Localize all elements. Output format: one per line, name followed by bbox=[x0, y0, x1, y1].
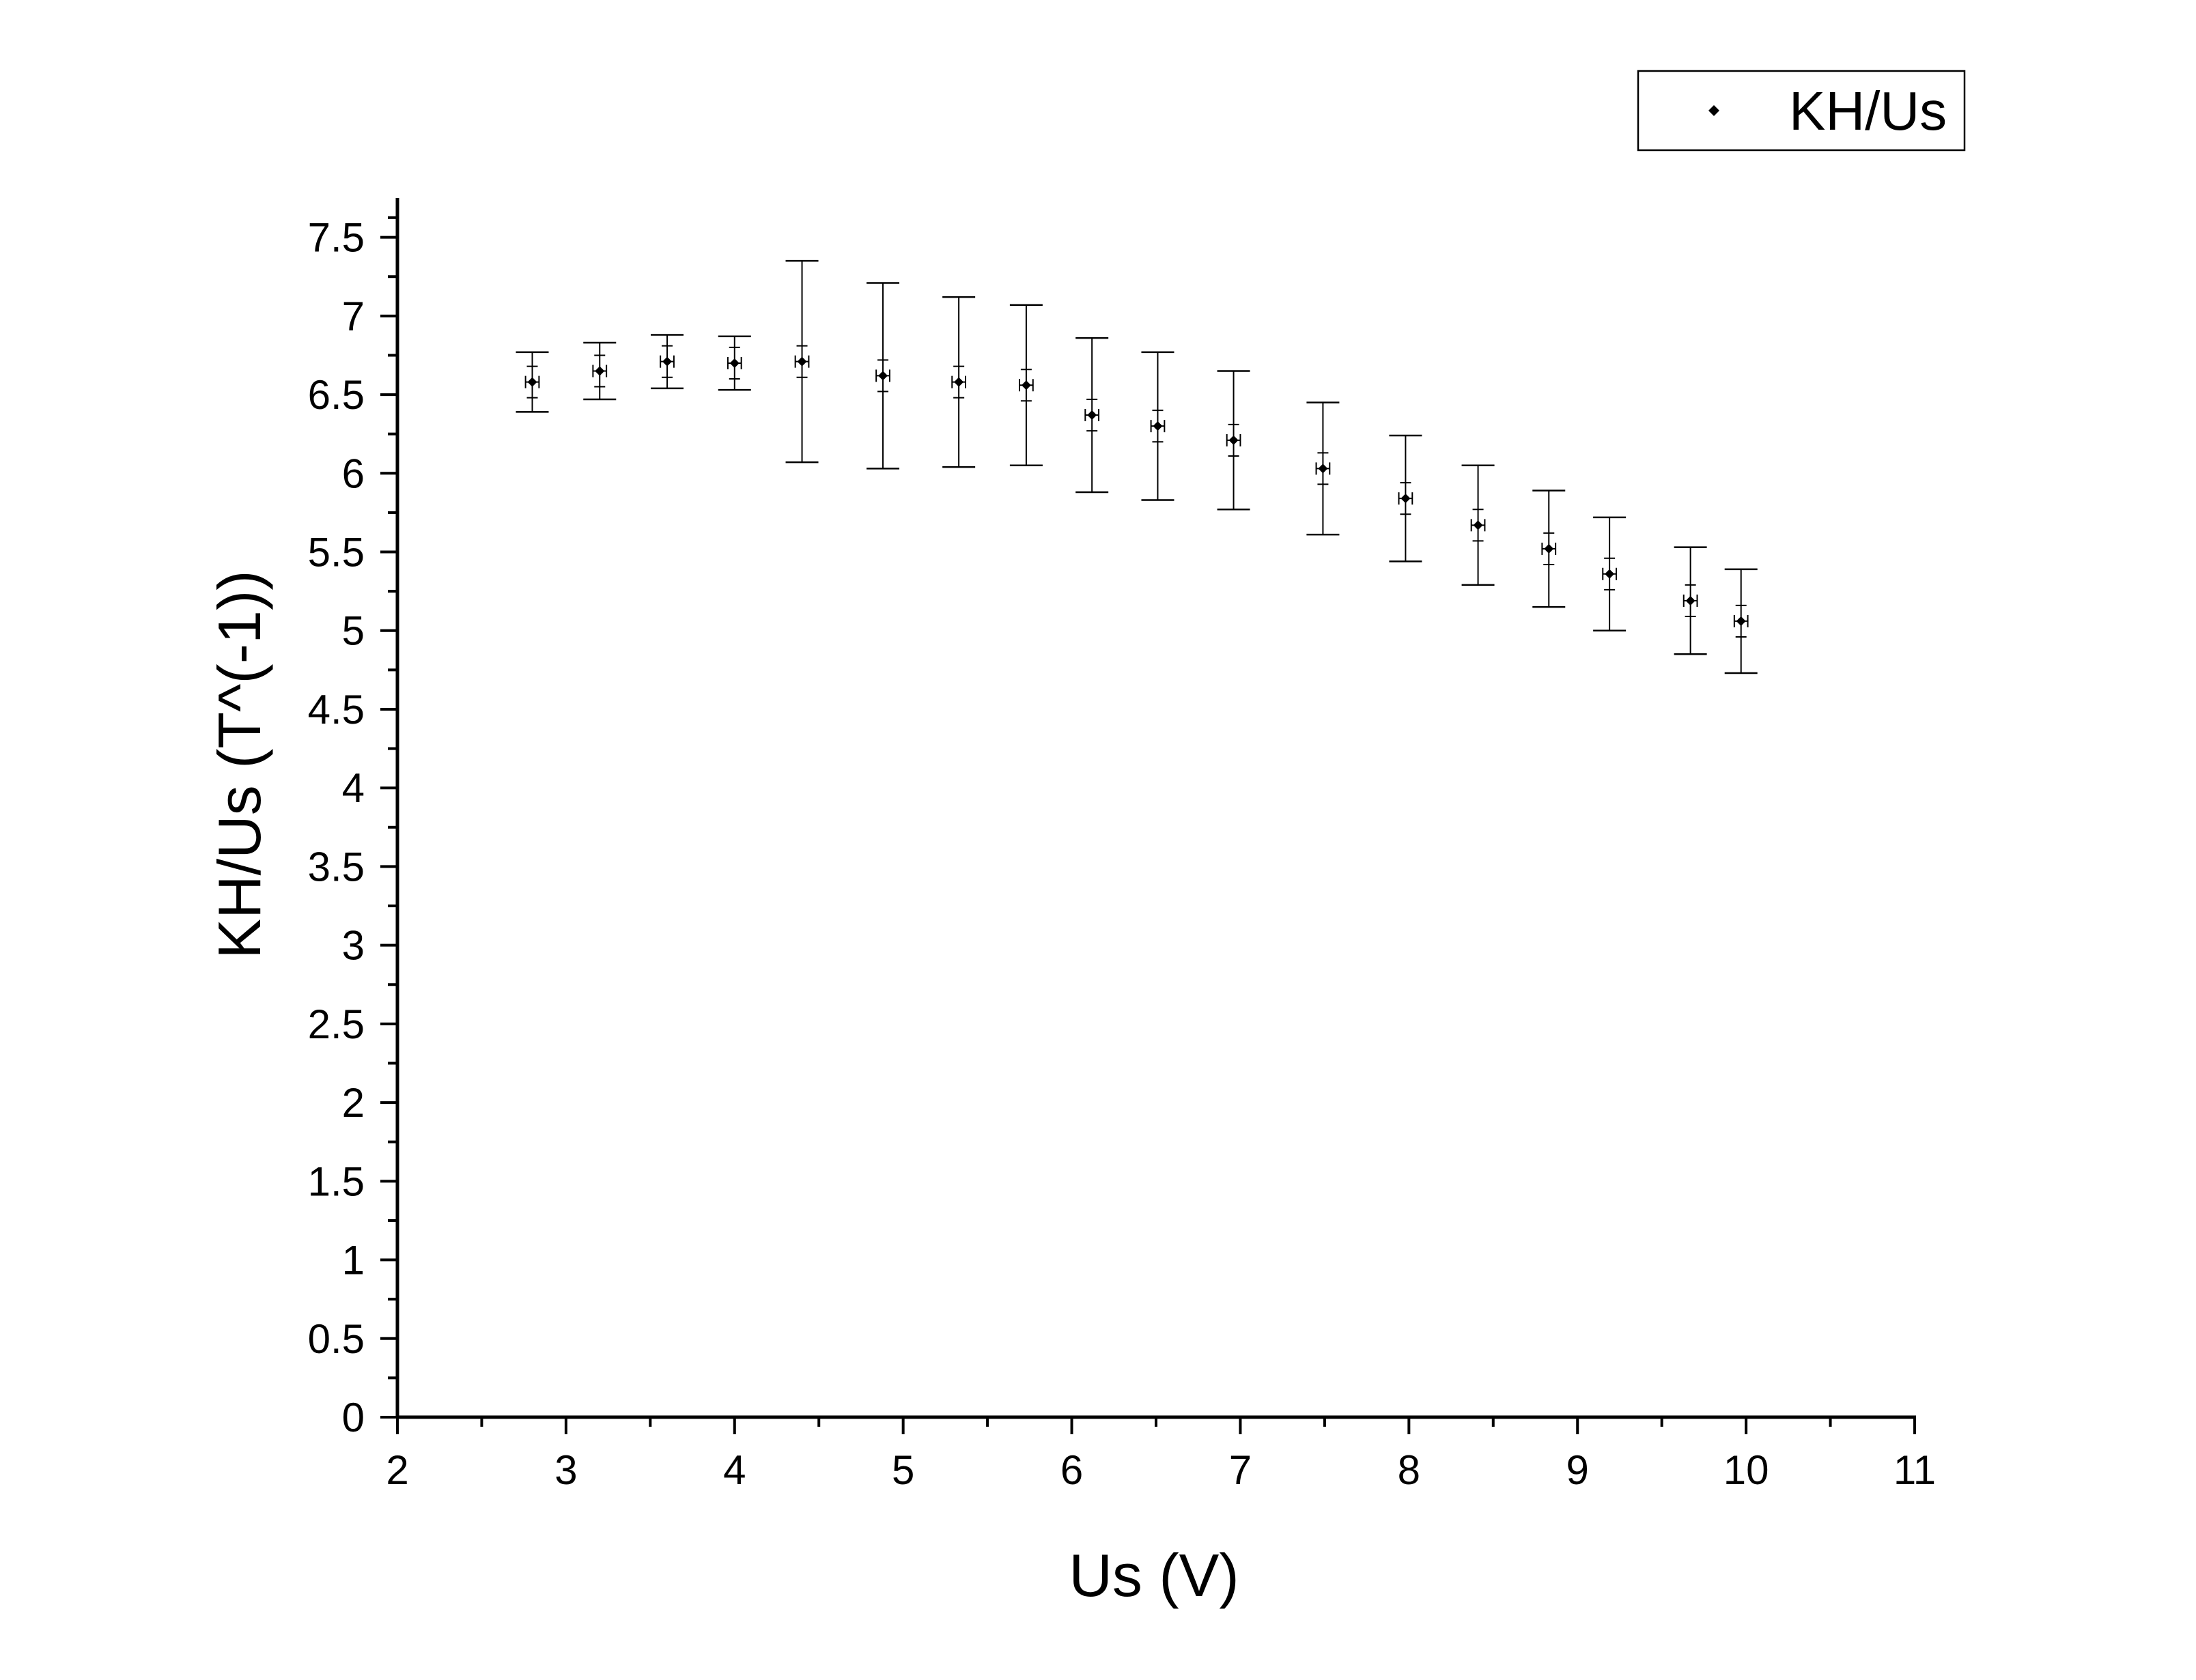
data-point-marker bbox=[1153, 421, 1163, 431]
legend: KH/Us bbox=[1637, 70, 1966, 152]
y-tick-label: 2 bbox=[342, 1080, 365, 1126]
x-tick-label: 3 bbox=[554, 1447, 577, 1493]
x-tick-label: 11 bbox=[1894, 1447, 1936, 1493]
data-point-group bbox=[1009, 304, 1043, 467]
y-tick-label: 1.5 bbox=[308, 1158, 365, 1204]
x-tick-label: 6 bbox=[1060, 1447, 1083, 1493]
data-point-marker bbox=[954, 377, 964, 387]
data-point-marker bbox=[1400, 494, 1411, 504]
y-tick-label: 5.5 bbox=[308, 530, 365, 575]
legend-label-kh-us: KH/Us bbox=[1789, 81, 1947, 141]
data-point-marker bbox=[878, 371, 888, 381]
data-point-group bbox=[718, 335, 751, 391]
x-tick-label: 7 bbox=[1229, 1447, 1252, 1493]
data-point-marker bbox=[1473, 520, 1483, 530]
data-point-group bbox=[1724, 568, 1758, 674]
plot-marks bbox=[516, 259, 1758, 674]
y-tick-label: 0 bbox=[342, 1395, 365, 1440]
data-point-group bbox=[651, 334, 684, 390]
data-point-marker bbox=[1318, 464, 1328, 474]
data-point-marker bbox=[662, 356, 673, 367]
y-tick-label: 2.5 bbox=[308, 1001, 365, 1047]
y-tick-label: 7.5 bbox=[308, 215, 365, 261]
x-tick-label: 8 bbox=[1398, 1447, 1420, 1493]
x-tick-label: 2 bbox=[386, 1447, 408, 1493]
data-point-group bbox=[785, 259, 819, 464]
data-point-marker bbox=[729, 358, 740, 368]
y-tick-label: 3 bbox=[342, 923, 365, 969]
data-point-group bbox=[1389, 434, 1422, 563]
data-point-group bbox=[1461, 464, 1495, 586]
y-tick-label: 4.5 bbox=[308, 687, 365, 732]
legend-marker-icon bbox=[1708, 105, 1719, 116]
y-tick-label: 4 bbox=[342, 765, 365, 811]
data-point-marker bbox=[1544, 543, 1554, 554]
data-point-group bbox=[1674, 546, 1707, 655]
y-tick-label: 0.5 bbox=[308, 1316, 365, 1362]
data-point-marker bbox=[527, 377, 537, 387]
y-tick-label: 7 bbox=[342, 294, 365, 339]
y-tick-label: 3.5 bbox=[308, 844, 365, 889]
x-tick-label: 5 bbox=[892, 1447, 914, 1493]
data-point-marker bbox=[797, 356, 807, 367]
legend-box bbox=[1637, 70, 1966, 152]
y-tick-label: 6 bbox=[342, 451, 365, 496]
plot-axes bbox=[395, 198, 1916, 1419]
data-point-group bbox=[1141, 351, 1174, 501]
y-axis-title: KH/Us (T^(-1)) bbox=[206, 570, 273, 958]
data-point-marker bbox=[1685, 595, 1695, 606]
x-tick-label: 10 bbox=[1723, 1447, 1769, 1493]
data-point-marker bbox=[595, 366, 605, 376]
y-tick-label: 5 bbox=[342, 608, 365, 654]
plot-ticks: 2 3 4 5 6 7 8 9 10 11 0 0.5 1 1.5 2 2.5 3 3.5 4 4.5 5 5.5 6 6.5… bbox=[308, 215, 1937, 1493]
data-point-group bbox=[1217, 370, 1250, 511]
data-point-marker bbox=[1021, 380, 1031, 390]
data-point-group bbox=[1075, 337, 1109, 494]
x-tick-label: 4 bbox=[723, 1447, 746, 1493]
x-axis-title: Us (V) bbox=[1069, 1541, 1239, 1609]
data-point-group bbox=[1532, 489, 1566, 608]
data-point-group bbox=[1306, 401, 1340, 536]
y-tick-label: 1 bbox=[342, 1238, 365, 1283]
data-point-group bbox=[1593, 516, 1627, 631]
data-point-marker bbox=[1087, 410, 1097, 421]
data-point-marker bbox=[1228, 435, 1239, 445]
x-tick-label: 9 bbox=[1566, 1447, 1589, 1493]
data-point-group bbox=[583, 341, 617, 401]
data-point-group bbox=[942, 296, 976, 468]
data-point-marker bbox=[1605, 569, 1615, 579]
data-point-marker bbox=[1736, 616, 1746, 626]
data-point-group bbox=[516, 351, 549, 413]
y-tick-label: 6.5 bbox=[308, 372, 365, 418]
data-point-group bbox=[867, 282, 900, 470]
